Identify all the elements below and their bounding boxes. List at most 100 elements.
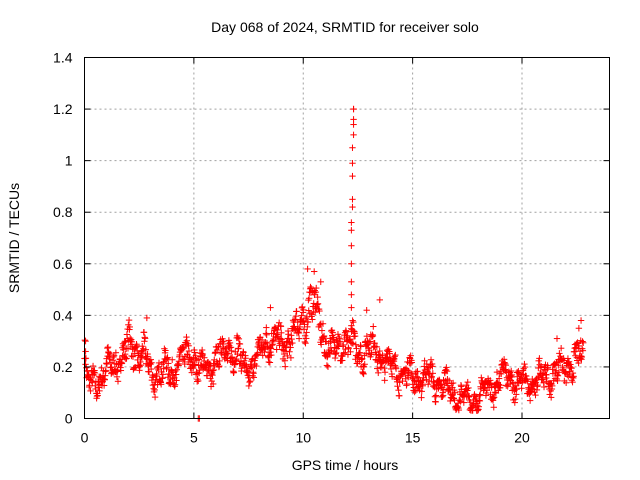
data-point — [493, 368, 501, 376]
data-point — [231, 361, 239, 368]
data-point — [141, 335, 149, 342]
data-point — [348, 304, 355, 311]
data-point — [363, 332, 371, 340]
data-point — [349, 317, 356, 324]
data-point — [282, 363, 289, 370]
data-point — [349, 203, 356, 211]
data-point — [370, 323, 377, 330]
data-point — [144, 350, 151, 358]
data-point — [396, 379, 403, 386]
x-tick-label: 0 — [81, 430, 89, 446]
data-point — [350, 318, 357, 326]
data-point — [429, 370, 437, 377]
data-point — [164, 354, 171, 361]
data-point — [432, 392, 440, 399]
data-point — [412, 368, 420, 376]
y-tick-label: 1 — [65, 153, 73, 169]
data-point — [210, 366, 218, 374]
data-point — [394, 383, 401, 390]
data-point — [528, 385, 536, 392]
data-point — [391, 353, 398, 360]
data-point — [350, 131, 357, 139]
data-point — [418, 388, 425, 395]
data-point — [373, 365, 381, 372]
data-point — [236, 340, 244, 348]
data-point — [534, 381, 541, 389]
data-point — [268, 351, 275, 359]
data-point — [536, 361, 543, 368]
data-point — [169, 356, 176, 363]
data-point — [356, 349, 364, 357]
data-point — [388, 373, 396, 380]
data-point — [580, 339, 587, 347]
data-point — [91, 369, 99, 377]
axis-ticks — [84, 57, 610, 419]
data-point — [147, 365, 155, 373]
data-point — [287, 354, 295, 362]
data-point — [555, 369, 563, 376]
data-point — [163, 364, 171, 371]
data-point — [487, 380, 495, 388]
data-point — [233, 355, 240, 363]
data-point — [340, 341, 347, 349]
data-point — [449, 379, 457, 387]
data-point — [123, 355, 130, 362]
data-point — [366, 338, 374, 345]
data-point — [103, 360, 111, 368]
data-point — [392, 365, 400, 372]
data-point — [349, 160, 356, 167]
data-point — [498, 370, 505, 378]
data-point — [82, 355, 90, 362]
data-point — [263, 324, 270, 331]
data-point — [348, 227, 355, 234]
data-point — [157, 381, 165, 388]
data-point — [159, 371, 167, 378]
data-point — [424, 365, 432, 373]
data-point — [201, 354, 208, 361]
data-point — [89, 379, 96, 386]
data-point — [162, 347, 169, 354]
data-marks — [81, 105, 587, 422]
data-point — [263, 331, 270, 338]
data-point — [521, 360, 528, 368]
data-point — [455, 406, 463, 414]
data-point — [102, 367, 110, 374]
data-point — [259, 352, 266, 359]
data-point — [432, 398, 439, 406]
data-point — [344, 332, 351, 339]
data-point — [304, 318, 312, 326]
data-point — [408, 359, 415, 366]
data-point — [319, 320, 327, 327]
data-point — [437, 384, 445, 392]
data-point — [575, 359, 582, 367]
data-point — [487, 377, 494, 384]
data-point — [336, 338, 344, 345]
data-point — [300, 306, 307, 314]
data-point — [208, 377, 215, 385]
data-point — [124, 345, 132, 352]
data-point — [350, 116, 357, 123]
data-point — [224, 350, 232, 358]
data-point — [137, 361, 145, 369]
data-point — [296, 323, 304, 331]
data-point — [114, 378, 122, 385]
data-point — [151, 393, 159, 401]
data-point — [399, 377, 406, 385]
data-point — [556, 350, 563, 357]
data-point — [302, 339, 309, 347]
data-point — [575, 325, 583, 332]
data-point — [579, 347, 587, 354]
data-point — [198, 346, 206, 354]
data-point — [346, 336, 354, 343]
data-point — [464, 378, 471, 386]
data-point — [526, 397, 534, 404]
data-point — [87, 387, 94, 395]
data-point — [451, 389, 459, 396]
data-point — [368, 349, 375, 357]
data-point — [348, 278, 355, 286]
data-point — [376, 296, 384, 304]
data-point — [359, 355, 366, 363]
data-point — [270, 330, 277, 337]
data-point — [277, 323, 285, 330]
